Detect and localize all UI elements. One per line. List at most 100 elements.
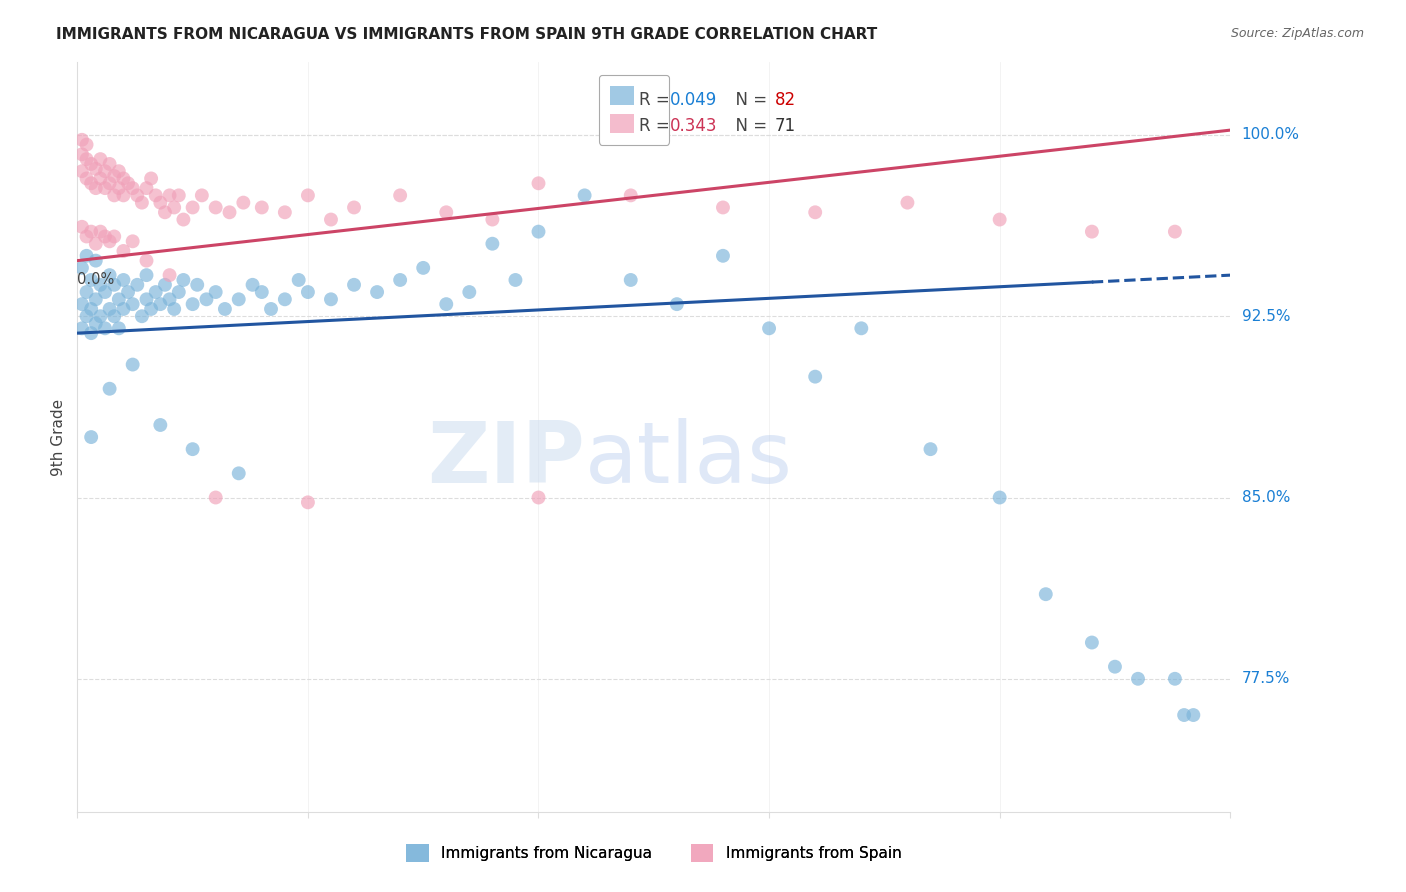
Point bbox=[89, 225, 111, 239]
Point bbox=[159, 268, 181, 282]
Text: ZIP: ZIP bbox=[427, 418, 585, 501]
Point bbox=[804, 369, 827, 384]
Point bbox=[139, 171, 162, 186]
Point bbox=[920, 442, 942, 457]
Point bbox=[153, 277, 176, 292]
Point bbox=[94, 229, 117, 244]
Point bbox=[896, 195, 918, 210]
Point bbox=[80, 225, 103, 239]
Point bbox=[108, 321, 131, 335]
Point bbox=[76, 137, 98, 152]
Point bbox=[366, 285, 388, 299]
Point bbox=[121, 235, 143, 249]
Point bbox=[1081, 225, 1104, 239]
Text: R =: R = bbox=[638, 91, 675, 109]
Point bbox=[218, 205, 240, 219]
Point bbox=[149, 297, 172, 311]
Point bbox=[1164, 225, 1187, 239]
Point bbox=[343, 277, 366, 292]
Text: IMMIGRANTS FROM NICARAGUA VS IMMIGRANTS FROM SPAIN 9TH GRADE CORRELATION CHART: IMMIGRANTS FROM NICARAGUA VS IMMIGRANTS … bbox=[56, 27, 877, 42]
Point bbox=[135, 181, 157, 195]
Point bbox=[84, 161, 107, 176]
Point bbox=[108, 164, 131, 178]
Text: 100.0%: 100.0% bbox=[1241, 128, 1299, 143]
Point bbox=[804, 205, 827, 219]
Text: Source: ZipAtlas.com: Source: ZipAtlas.com bbox=[1230, 27, 1364, 40]
Point bbox=[103, 229, 125, 244]
Point bbox=[527, 225, 550, 239]
Point bbox=[135, 268, 157, 282]
Point bbox=[163, 301, 186, 316]
Point bbox=[527, 176, 550, 190]
Point bbox=[89, 310, 111, 324]
Point bbox=[80, 273, 103, 287]
Point bbox=[149, 417, 172, 432]
Point bbox=[145, 285, 167, 299]
Point bbox=[711, 249, 734, 263]
Point bbox=[131, 195, 153, 210]
Point bbox=[131, 310, 153, 324]
Point bbox=[127, 188, 149, 202]
Point bbox=[665, 297, 688, 311]
Point bbox=[76, 285, 98, 299]
Point bbox=[98, 382, 121, 396]
Point bbox=[527, 491, 550, 505]
Point bbox=[319, 212, 342, 227]
Point bbox=[297, 495, 319, 509]
Point bbox=[988, 491, 1011, 505]
Text: atlas: atlas bbox=[585, 418, 793, 501]
Text: N =: N = bbox=[725, 91, 773, 109]
Point bbox=[242, 277, 264, 292]
Text: 0.343: 0.343 bbox=[669, 117, 717, 135]
Point bbox=[204, 285, 226, 299]
Point bbox=[108, 293, 131, 307]
Point bbox=[112, 273, 135, 287]
Point bbox=[250, 285, 273, 299]
Point bbox=[89, 152, 111, 166]
Point bbox=[195, 293, 218, 307]
Point bbox=[181, 442, 204, 457]
Point bbox=[80, 157, 103, 171]
Point bbox=[1182, 708, 1205, 723]
Point bbox=[70, 297, 93, 311]
Point bbox=[121, 297, 143, 311]
Point bbox=[159, 293, 181, 307]
Point bbox=[274, 293, 297, 307]
Point bbox=[711, 201, 734, 215]
Point bbox=[250, 201, 273, 215]
Point bbox=[1164, 672, 1187, 686]
Point bbox=[76, 229, 98, 244]
Point bbox=[181, 201, 204, 215]
Point bbox=[214, 301, 236, 316]
Point bbox=[145, 188, 167, 202]
Text: N =: N = bbox=[725, 117, 773, 135]
Point bbox=[108, 181, 131, 195]
Point bbox=[98, 301, 121, 316]
Point bbox=[103, 188, 125, 202]
Point bbox=[228, 293, 250, 307]
Point bbox=[505, 273, 527, 287]
Point bbox=[232, 195, 254, 210]
Point bbox=[103, 310, 125, 324]
Point bbox=[135, 293, 157, 307]
Point bbox=[458, 285, 481, 299]
Point bbox=[434, 297, 457, 311]
Legend: Immigrants from Nicaragua, Immigrants from Spain: Immigrants from Nicaragua, Immigrants fr… bbox=[401, 838, 907, 868]
Point bbox=[204, 491, 226, 505]
Point bbox=[89, 277, 111, 292]
Point bbox=[80, 326, 103, 340]
Point bbox=[851, 321, 873, 335]
Point bbox=[153, 205, 176, 219]
Point bbox=[117, 285, 139, 299]
Point bbox=[70, 219, 93, 234]
Point bbox=[76, 152, 98, 166]
Point bbox=[181, 297, 204, 311]
Point bbox=[135, 253, 157, 268]
Point bbox=[94, 285, 117, 299]
Point bbox=[204, 201, 226, 215]
Text: R =: R = bbox=[638, 117, 675, 135]
Point bbox=[76, 171, 98, 186]
Point bbox=[260, 301, 283, 316]
Point bbox=[80, 176, 103, 190]
Point bbox=[84, 293, 107, 307]
